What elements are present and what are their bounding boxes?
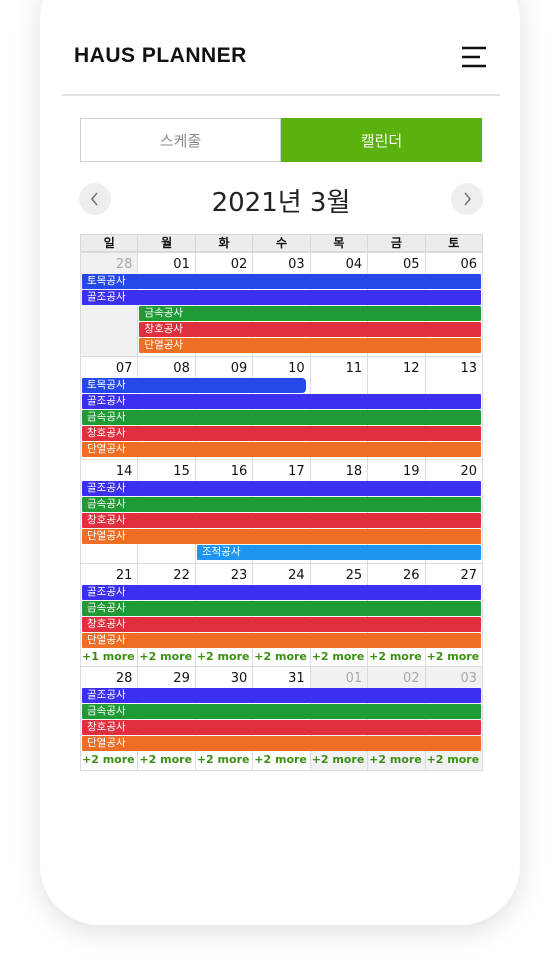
day-number: 21 [115,567,133,583]
more-link[interactable]: +2 more [311,753,365,767]
more-link[interactable]: +2 more [82,753,135,767]
day-number: 29 [173,671,190,687]
app-title: HAUS PLANNER [74,44,247,67]
weekday-header: 일 [80,234,139,252]
event-bar[interactable]: 골조공사 [82,393,481,409]
event-bar[interactable]: 창호공사 [82,720,481,736]
day-number: 16 [230,464,248,480]
calendar-tab[interactable]: 캘린더 [281,118,482,162]
day-number: 02 [230,257,248,272]
event-bar[interactable]: 창호공사 [82,513,481,529]
weekday-header: 토 [424,234,483,252]
day-number: 17 [288,464,305,480]
more-link[interactable]: +2 more [254,753,307,767]
day-number: 12 [403,360,420,376]
day-number: 13 [460,360,477,376]
day-number: 24 [288,567,305,583]
more-link[interactable]: +2 more [369,649,422,663]
weekday-header: 금 [367,234,426,252]
prev-month-button[interactable] [79,183,111,215]
event-bar[interactable]: 골조공사 [82,290,481,305]
event-bar[interactable]: 창호공사 [82,616,481,632]
day-number: 06 [460,257,477,272]
day-number: 07 [115,360,133,376]
day-number: 01 [173,257,190,272]
day-number: 18 [345,464,363,480]
more-link[interactable]: +2 more [426,753,480,767]
event-bar[interactable]: 창호공사 [139,322,481,337]
day-number: 03 [460,671,477,687]
day-number: 01 [345,671,363,687]
more-link[interactable]: +2 more [196,649,250,663]
event-bar[interactable]: 금속공사 [82,409,481,425]
day-number: 09 [230,360,248,376]
day-number: 26 [403,567,420,583]
day-number: 28 [115,671,133,687]
event-bar[interactable]: 단열공사 [82,736,481,752]
more-link[interactable]: +2 more [139,649,193,663]
weekday-header: 수 [252,234,311,252]
day-number: 22 [173,567,190,583]
day-number: 10 [288,360,305,376]
more-link[interactable]: +2 more [369,753,422,767]
event-bar[interactable]: 창호공사 [82,425,481,441]
month-title: 2021년 3월 [211,188,351,218]
day-number: 23 [230,567,248,583]
more-link[interactable]: +2 more [254,649,307,663]
day-number: 04 [345,257,363,272]
event-bar[interactable]: 골조공사 [82,688,481,704]
more-link[interactable]: +2 more [196,753,250,767]
day-number: 31 [288,671,305,687]
event-bar[interactable]: 금속공사 [82,497,481,513]
schedule-tab[interactable]: 스케줄 [80,118,281,162]
event-bar[interactable]: 금속공사 [139,306,481,321]
weekday-header: 월 [137,234,196,252]
event-bar[interactable]: 골조공사 [82,481,481,497]
day-number: 30 [230,671,248,687]
more-link[interactable]: +2 more [139,753,193,767]
menu-button[interactable] [461,46,487,68]
day-number: 08 [173,360,190,376]
event-bar[interactable]: 단열공사 [82,632,481,648]
day-number: 05 [403,257,420,272]
prev-icon [90,192,98,206]
day-number: 25 [345,567,363,583]
day-number: 28 [115,257,133,272]
day-number: 27 [460,567,477,583]
event-bar[interactable]: 토목공사 [82,377,306,393]
event-bar[interactable]: 골조공사 [82,584,481,600]
event-bar[interactable]: 단열공사 [82,441,481,457]
event-bar[interactable]: 금속공사 [82,600,481,616]
more-link[interactable]: +2 more [311,649,365,663]
event-bar[interactable]: 조적공사 [196,545,481,561]
more-link[interactable]: +2 more [426,649,480,663]
day-number: 20 [460,464,477,480]
day-number: 15 [173,464,190,480]
next-icon [464,192,472,206]
weekday-header: 화 [194,234,254,252]
event-bar[interactable]: 단열공사 [82,529,481,545]
day-number: 02 [403,671,420,687]
day-number: 11 [345,360,363,376]
event-bar[interactable]: 단열공사 [139,338,481,353]
weekday-header: 목 [309,234,369,252]
header-divider [62,94,500,96]
event-bar[interactable]: 토목공사 [82,274,481,289]
day-number: 14 [115,464,133,480]
more-link[interactable]: +1 more [82,649,135,663]
event-bar[interactable]: 금속공사 [82,704,481,720]
day-number: 03 [288,257,305,272]
day-number: 19 [403,464,420,480]
next-month-button[interactable] [451,183,483,215]
